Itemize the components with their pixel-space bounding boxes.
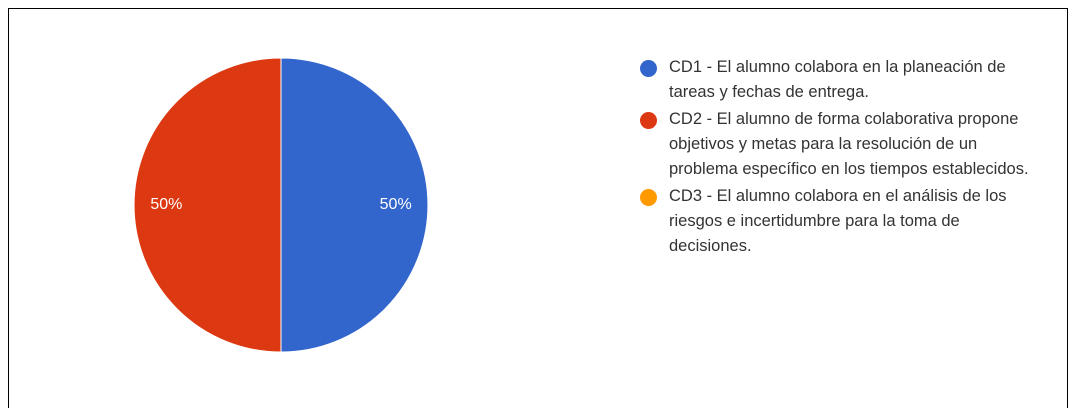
legend-label-cd3: CD3 - El alumno colabora en el análisis …	[669, 187, 1007, 255]
legend-swatch-cd1	[640, 60, 657, 77]
legend-swatch-cd3	[640, 189, 657, 206]
legend-swatch-cd2	[640, 112, 657, 129]
pie-slice-2[interactable]	[133, 57, 282, 353]
legend-label-cd1: CD1 - El alumno colabora en la planeació…	[669, 58, 1006, 101]
legend: CD1 - El alumno colabora en la planeació…	[640, 55, 1040, 261]
legend-item-cd2[interactable]: CD2 - El alumno de forma colaborativa pr…	[640, 107, 1040, 182]
pie-slice-1[interactable]	[280, 57, 429, 353]
legend-item-cd1[interactable]: CD1 - El alumno colabora en la planeació…	[640, 55, 1040, 105]
slice-label-2: 50%	[150, 196, 182, 213]
legend-label-cd2: CD2 - El alumno de forma colaborativa pr…	[669, 110, 1029, 178]
slice-label-1: 50%	[380, 196, 412, 213]
legend-item-cd3[interactable]: CD3 - El alumno colabora en el análisis …	[640, 184, 1040, 259]
